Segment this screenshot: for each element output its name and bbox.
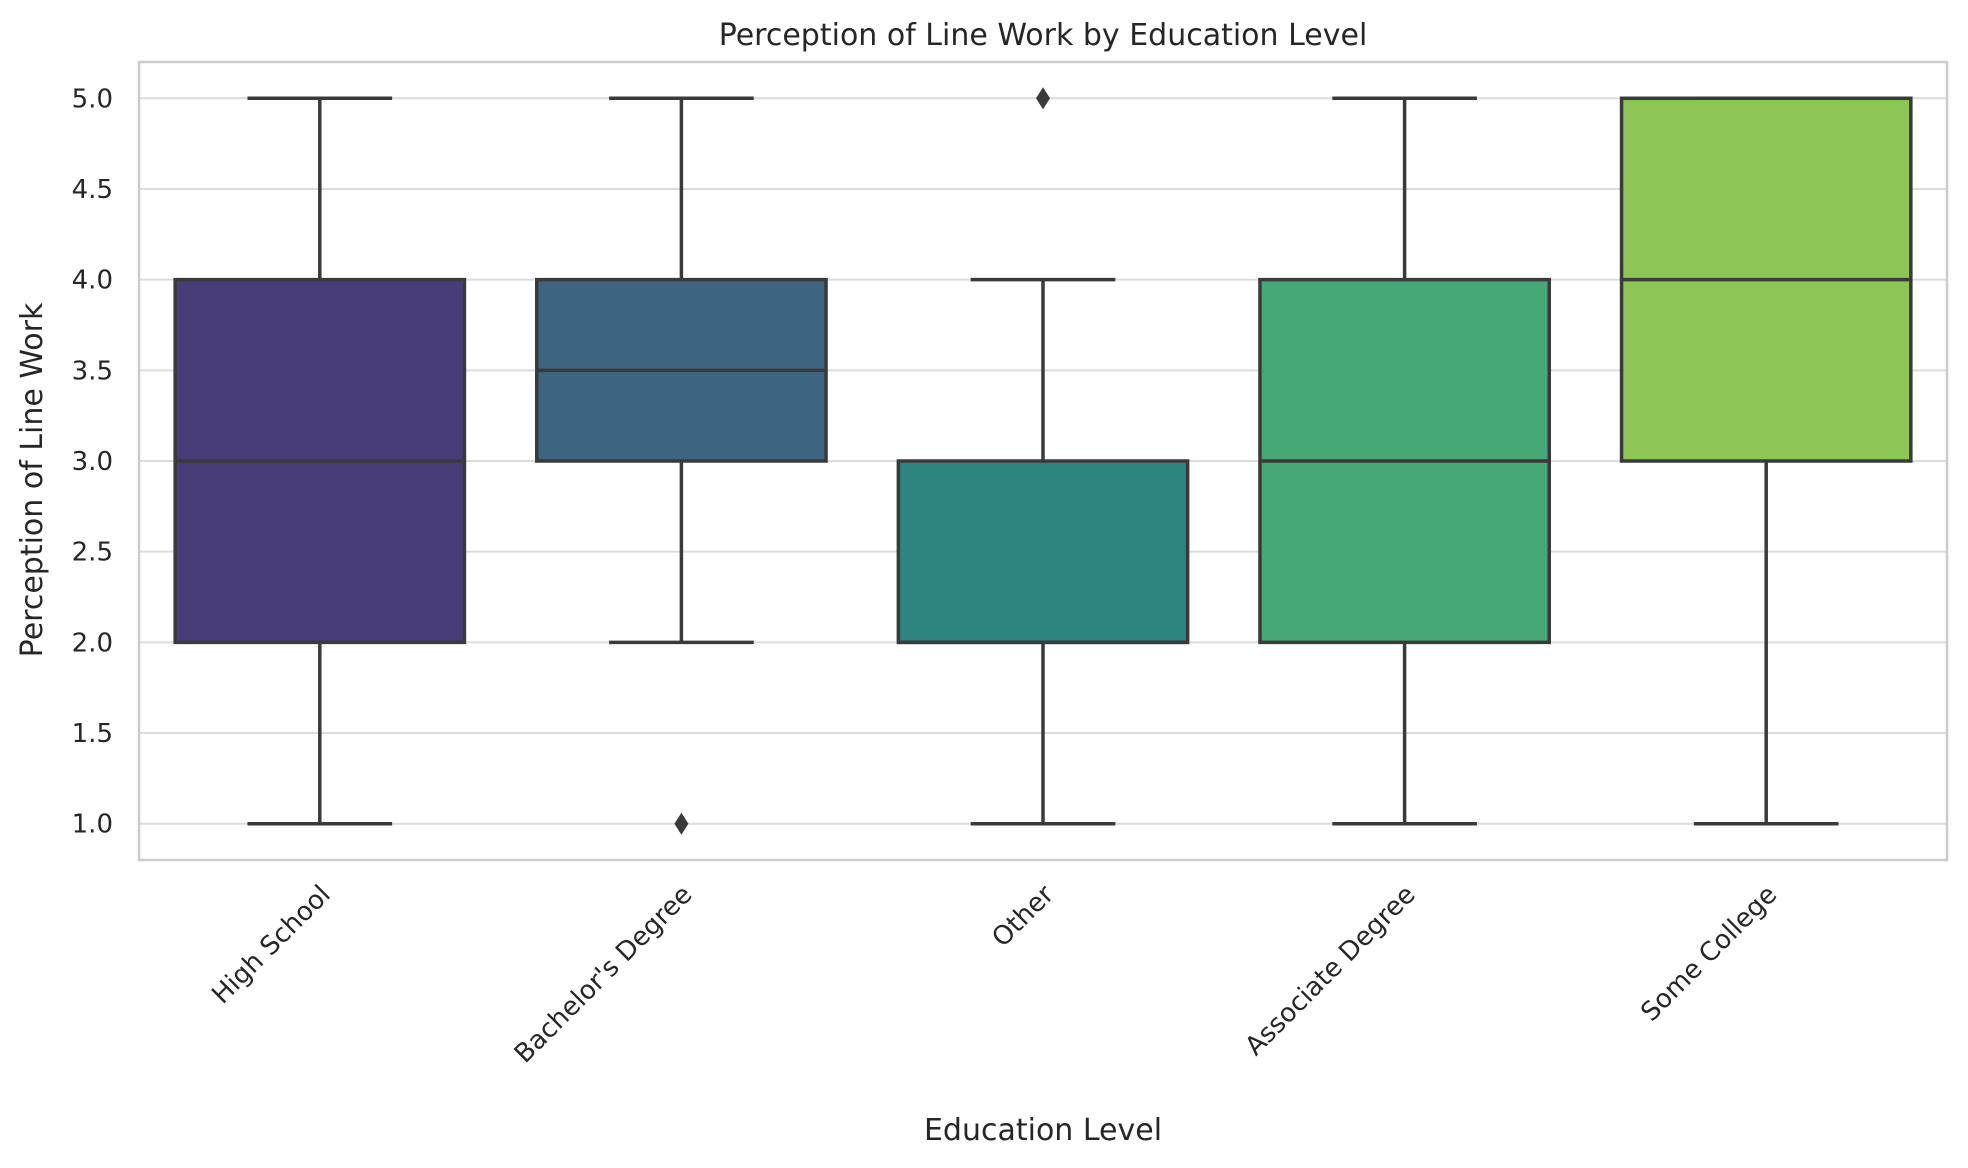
box-some-college — [1619, 96, 1913, 826]
x-axis-ticks: High School Bachelor's Degree Other Associa… — [206, 880, 1783, 1070]
iqr-box — [896, 459, 1190, 645]
y-tick-label: 4.0 — [72, 266, 113, 296]
outlier-point — [1036, 87, 1050, 110]
box-associate-degree — [1258, 96, 1551, 826]
x-tick-label: Some College — [1635, 880, 1783, 1028]
outlier-point — [674, 812, 689, 835]
y-tick-label: 4.5 — [72, 175, 113, 205]
y-axis-ticks: 1.0 1.5 2.0 2.5 3.0 3.5 4.0 4.5 5.0 — [72, 84, 113, 839]
y-axis-label: Perception of Line Work — [15, 302, 50, 657]
x-axis-label: Education Level — [924, 1113, 1162, 1148]
y-tick-label: 3.5 — [72, 356, 113, 386]
box-bachelor-s-degree — [535, 96, 828, 835]
y-tick-label: 5.0 — [72, 84, 113, 114]
x-tick-label: High School — [206, 880, 336, 1010]
chart-title: Perception of Line Work by Education Lev… — [719, 18, 1368, 53]
x-tick-label: Bachelor's Degree — [509, 880, 698, 1069]
y-tick-label: 1.0 — [72, 810, 113, 840]
y-tick-label: 2.0 — [72, 628, 113, 658]
y-tick-label: 1.5 — [72, 719, 113, 749]
y-tick-label: 3.0 — [72, 447, 113, 477]
plot-frame — [137, 60, 1949, 862]
box-other — [896, 87, 1190, 826]
y-tick-label: 2.5 — [72, 538, 113, 568]
x-tick-label: Other — [987, 880, 1061, 954]
box-series — [173, 87, 1913, 835]
x-tick-label: Associate Degree — [1240, 880, 1422, 1062]
box-high-school — [173, 96, 467, 826]
